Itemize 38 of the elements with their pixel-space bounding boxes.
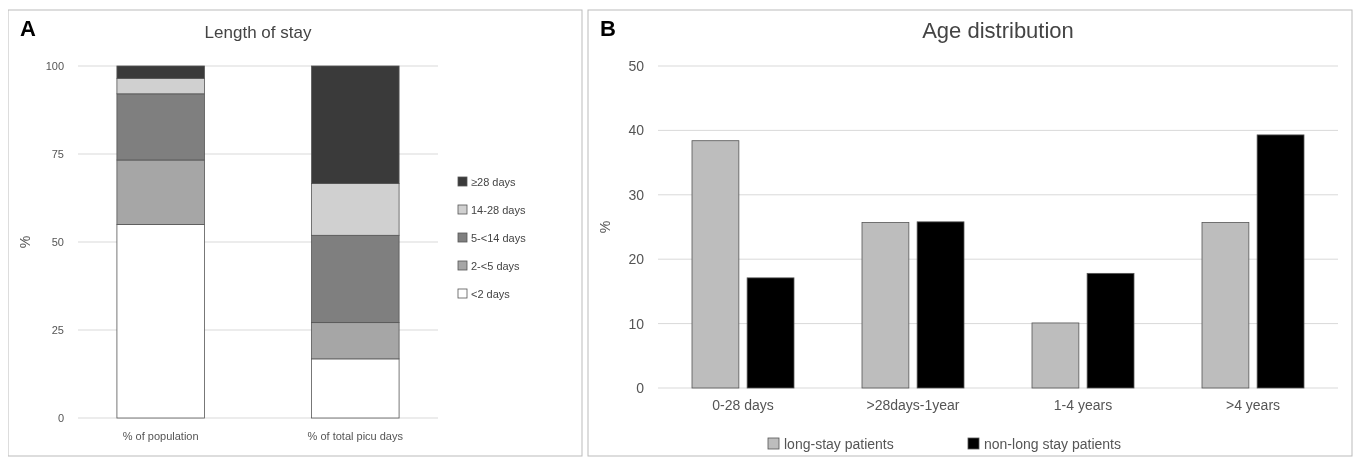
legend-label: <2 days: [471, 287, 511, 300]
text: A: [20, 16, 36, 41]
bar: [861, 222, 910, 389]
y-tick-label: 100: [45, 59, 64, 72]
bar: [1086, 272, 1135, 389]
y-axis-title: %: [597, 220, 613, 234]
legend-label: 14-28 days: [471, 203, 526, 216]
y-tick-label: 0: [57, 411, 64, 424]
legend-label: ≥28 days: [471, 175, 517, 188]
y-tick-label: 25: [51, 323, 64, 336]
bar: [746, 277, 795, 389]
y-tick-label: 75: [51, 147, 64, 160]
x-tick-label: >4 years: [1225, 397, 1281, 413]
x-tick-label: 0-28 days: [712, 397, 774, 413]
legend-label: non-long stay patients: [984, 435, 1121, 452]
x-tick-label: 1-4 years: [1053, 397, 1113, 413]
y-axis-title: %: [17, 235, 33, 249]
y-tick-label: 40: [628, 122, 645, 139]
bar: [916, 221, 965, 389]
y-tick-label: 30: [628, 186, 645, 203]
y-tick-label: 10: [628, 315, 645, 332]
chart-title: Age distribution: [922, 18, 1074, 43]
x-tick-label: % of total picu days: [307, 430, 404, 442]
bar: [1201, 222, 1250, 389]
legend-label: long-stay patients: [784, 435, 894, 452]
x-tick-label: >28days-1year: [866, 397, 960, 413]
y-tick-label: 0: [636, 379, 645, 396]
text: B: [600, 16, 616, 41]
x-tick-label: % of population: [122, 430, 199, 442]
legend-label: 5-<14 days: [471, 231, 527, 244]
bar: [1256, 134, 1305, 389]
y-tick-label: 50: [51, 235, 64, 248]
bar: [1031, 322, 1080, 389]
bar: [691, 140, 740, 389]
chart-title: Length of stay: [204, 23, 312, 42]
legend-label: 2-<5 days: [471, 259, 521, 272]
y-tick-label: 20: [628, 251, 645, 268]
y-tick-label: 50: [628, 57, 645, 74]
